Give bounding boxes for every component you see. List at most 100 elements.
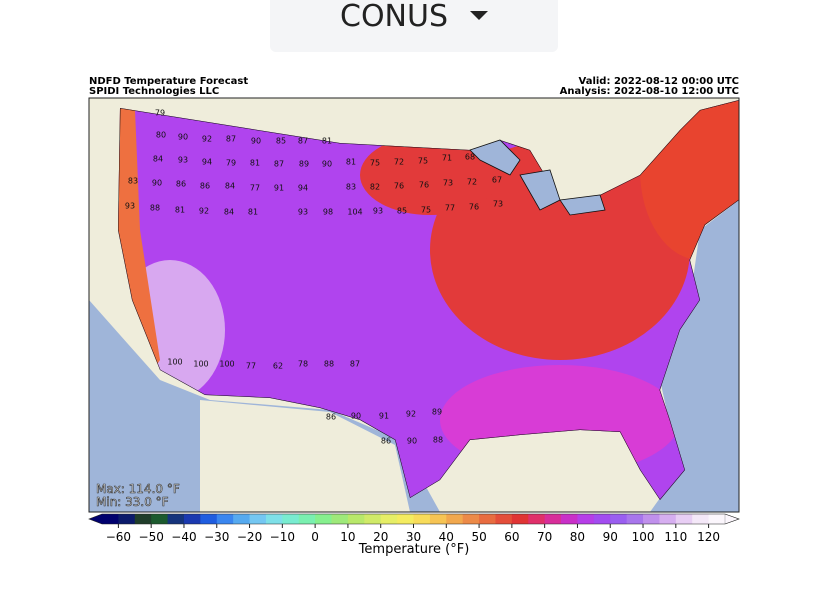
colorbar-segment [151, 514, 169, 524]
station-value: 77 [445, 204, 455, 213]
map-title: NDFD Temperature Forecast [89, 76, 248, 87]
station-value: 81 [250, 159, 260, 168]
station-value: 77 [250, 184, 260, 193]
station-value: 83 [128, 177, 138, 186]
colorbar-segment [216, 514, 234, 524]
colorbar-segment [495, 514, 513, 524]
station-value: 80 [156, 131, 166, 140]
colorbar-segment [610, 514, 628, 524]
station-value: 87 [226, 135, 236, 144]
colorbar-segment [511, 514, 529, 524]
colorbar-segment [315, 514, 333, 524]
colorbar-tick-label: 20 [373, 530, 388, 544]
colorbar-tick-label: −10 [270, 530, 295, 544]
analysis-time: Analysis: 2022-08-10 12:00 UTC [560, 86, 739, 97]
colorbar-tick-label: 100 [632, 530, 655, 544]
colorbar-segment [134, 514, 152, 524]
station-value: 91 [379, 412, 389, 421]
station-value: 90 [251, 137, 261, 146]
station-value: 86 [381, 437, 391, 446]
station-value: 104 [347, 208, 362, 217]
station-value: 93 [178, 156, 188, 165]
valid-time: Valid: 2022-08-12 00:00 UTC [579, 76, 739, 87]
station-value: 72 [394, 158, 404, 167]
station-value: 71 [442, 154, 452, 163]
colorbar-tick-label: −60 [106, 530, 131, 544]
station-value: 86 [326, 413, 336, 422]
station-value: 76 [469, 203, 479, 212]
station-value: 72 [467, 178, 477, 187]
colorbar-arrow [89, 514, 102, 524]
colorbar-segment [331, 514, 349, 524]
colorbar-tick-label: 80 [570, 530, 585, 544]
station-value: 81 [322, 137, 332, 146]
station-value: 100 [167, 358, 182, 367]
colorbar-segment [167, 514, 185, 524]
colorbar-segment [692, 514, 710, 524]
station-value: 92 [202, 135, 212, 144]
colorbar-tick-label: 0 [311, 530, 319, 544]
colorbar-tick-label: −20 [237, 530, 262, 544]
station-value: 90 [152, 179, 162, 188]
station-value: 94 [202, 158, 212, 167]
colorbar-segment [577, 514, 595, 524]
station-value: 81 [346, 158, 356, 167]
min-temp: Min: 33.0 °F [96, 495, 169, 509]
colorbar-segment [659, 514, 677, 524]
station-value: 93 [125, 202, 135, 211]
colorbar-outline [88, 513, 740, 525]
colorbar-arrow [724, 513, 740, 525]
colorbar-tick-label: 120 [697, 530, 720, 544]
station-value: 88 [433, 436, 443, 445]
station-value: 85 [397, 207, 407, 216]
station-value: 86 [200, 182, 210, 191]
colorbar-segment [200, 514, 218, 524]
colorbar-segment [675, 514, 693, 524]
station-value: 67 [492, 176, 502, 185]
region-dropdown[interactable]: CONUS [270, 0, 558, 52]
colorbar-tick-label: 30 [406, 530, 421, 544]
colorbar-segment [364, 514, 382, 524]
station-value: 75 [421, 206, 431, 215]
station-value: 89 [432, 408, 442, 417]
station-value: 79 [155, 109, 165, 118]
station-value: 84 [153, 155, 163, 164]
colorbar-segment [282, 514, 300, 524]
dropdown-label[interactable]: CONUS [340, 0, 449, 34]
station-value: 78 [298, 360, 308, 369]
station-value: 90 [351, 412, 361, 421]
colorbar-segment [593, 514, 611, 524]
colorbar-tick-label: 90 [603, 530, 618, 544]
colorbar-label: Temperature (°F) [358, 542, 470, 557]
station-value: 88 [324, 360, 334, 369]
station-value: 100 [219, 360, 234, 369]
station-value: 90 [407, 437, 417, 446]
station-value: 76 [394, 182, 404, 191]
colorbar-segment [446, 514, 464, 524]
colorbar-segment [643, 514, 660, 524]
colorbar-segment [265, 514, 283, 524]
station-value: 98 [323, 208, 333, 217]
colorbar-segment [397, 514, 414, 524]
colorbar-segment [561, 514, 578, 524]
station-value: 68 [465, 153, 475, 162]
station-value: 86 [176, 180, 186, 189]
station-value: 88 [150, 204, 160, 213]
colorbar-segment [462, 514, 480, 524]
station-value: 73 [443, 179, 453, 188]
colorbar-segment [413, 514, 431, 524]
map-source: SPIDI Technologies LLC [89, 86, 219, 97]
colorbar-segment [528, 514, 546, 524]
station-value: 77 [246, 362, 256, 371]
colorbar-tick-label: 110 [664, 530, 687, 544]
colorbar-segment [429, 514, 447, 524]
station-value: 89 [299, 160, 309, 169]
colorbar-segment [249, 514, 267, 524]
station-value: 82 [370, 183, 380, 192]
colorbar-segment [479, 514, 496, 524]
station-value: 92 [406, 410, 416, 419]
colorbar-tick-label: 70 [537, 530, 552, 544]
station-value: 90 [178, 133, 188, 142]
station-value: 76 [419, 181, 429, 190]
station-value: 75 [418, 157, 428, 166]
